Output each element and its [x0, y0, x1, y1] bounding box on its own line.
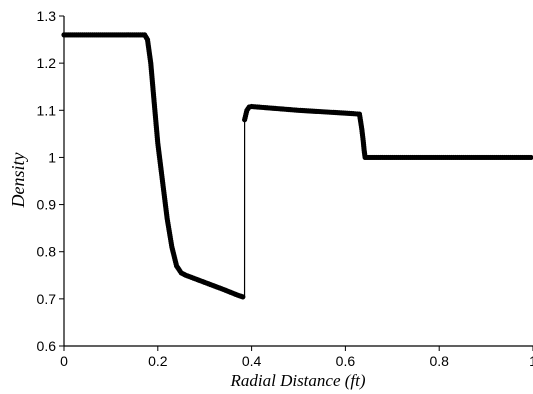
data-point	[240, 294, 246, 300]
x-tick-label: 0	[60, 353, 68, 369]
y-axis-title: Density	[8, 152, 28, 208]
y-tick-label: 1	[48, 149, 56, 165]
x-tick-label: 0.4	[242, 353, 262, 369]
x-tick-label: 0.8	[429, 353, 449, 369]
plot-area	[61, 32, 533, 300]
y-tick-label: 1.2	[37, 55, 57, 71]
y-tick-label: 0.8	[37, 244, 57, 260]
series-markers-0	[61, 32, 533, 300]
y-tick-label: 0.6	[37, 338, 57, 354]
y-tick-label: 0.7	[37, 291, 57, 307]
y-tick-label: 0.9	[37, 197, 57, 213]
series-line-0	[64, 34, 533, 299]
x-tick-label: 0.2	[148, 353, 168, 369]
x-axis-title: Radial Distance (ft)	[229, 371, 365, 390]
y-tick-label: 1.1	[37, 102, 57, 118]
data-point	[528, 154, 533, 161]
x-tick-label: 0.6	[336, 353, 356, 369]
x-tick-label: 1	[529, 353, 533, 369]
axes: 0.6 0.7 0.8 0.9 1 1.1 1.2 1.3 0 0.2 0.4 0.6 0.8 1	[37, 8, 533, 369]
y-tick-label: 1.3	[37, 8, 57, 24]
